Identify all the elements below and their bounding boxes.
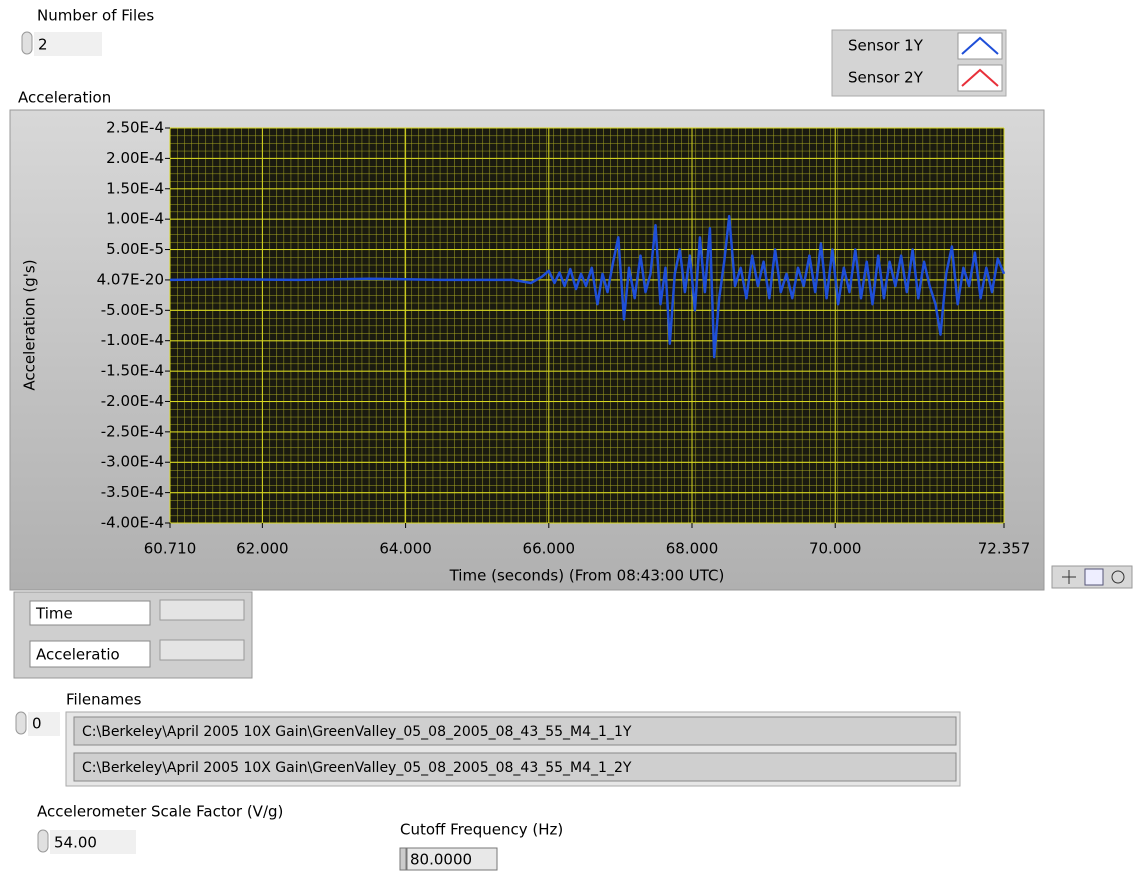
index-spinner[interactable] xyxy=(15,711,27,735)
y-tick-label: -1.00E-4 xyxy=(101,331,164,349)
path-field[interactable] xyxy=(73,752,957,782)
label: Number of Files xyxy=(37,7,154,25)
y-tick-label: -3.50E-4 xyxy=(101,483,164,501)
path-text: C:\Berkeley\April 2005 10X Gain\GreenVal… xyxy=(82,724,632,740)
y-tick-label: -4.00E-4 xyxy=(101,514,164,532)
y-tick-label: 5.00E-5 xyxy=(106,240,164,258)
y-tick-label: -2.50E-4 xyxy=(101,422,164,440)
x-tick-label: 70.000 xyxy=(809,540,862,558)
spinner[interactable] xyxy=(399,847,407,871)
legend-swatch xyxy=(961,68,999,87)
y-tick-label: 2.50E-4 xyxy=(106,119,164,137)
value: 54.00 xyxy=(54,834,97,852)
x-axis-title: Time (seconds) (From 08:43:00 UTC) xyxy=(449,567,725,585)
x-tick-label: 64.000 xyxy=(379,540,432,558)
numeric-input[interactable] xyxy=(406,847,498,871)
plot xyxy=(169,214,1006,359)
value: 2 xyxy=(38,36,48,54)
numeric-input[interactable] xyxy=(50,830,136,854)
zoom-tool[interactable] xyxy=(1084,568,1104,586)
y-tick-label: -3.00E-4 xyxy=(101,453,164,471)
x-tick-label: 60.710 xyxy=(144,540,197,558)
y-tick-label: 2.00E-4 xyxy=(106,149,164,167)
scale-buttons[interactable] xyxy=(159,599,245,621)
pan-tool[interactable] xyxy=(1111,570,1125,584)
spinner[interactable] xyxy=(21,31,33,55)
y-tick-label: 1.50E-4 xyxy=(106,179,164,197)
numeric-input[interactable] xyxy=(34,32,102,56)
index: 0 xyxy=(32,715,42,733)
plot-area xyxy=(170,128,1004,523)
chart-title: Acceleration xyxy=(18,89,111,107)
legend-label: Sensor 1Y xyxy=(848,37,924,55)
spinner[interactable] xyxy=(37,829,49,853)
x-tick-label: 62.000 xyxy=(236,540,289,558)
y-tick-label: -2.00E-4 xyxy=(101,392,164,410)
scale-name-box xyxy=(29,600,151,626)
legend-swatch xyxy=(961,36,999,55)
index-display[interactable] xyxy=(28,712,60,736)
y-tick-label: 1.00E-4 xyxy=(106,210,164,228)
x-tick-label: 68.000 xyxy=(666,540,719,558)
scale-name-box xyxy=(29,640,151,668)
path-text: C:\Berkeley\April 2005 10X Gain\GreenVal… xyxy=(82,760,632,776)
scale-buttons[interactable] xyxy=(159,639,245,661)
y-tick-label: -5.00E-5 xyxy=(101,301,164,319)
path-field[interactable] xyxy=(73,716,957,746)
grid xyxy=(169,127,1005,524)
data-line xyxy=(169,214,1006,359)
y-tick-label: 4.07E-20 xyxy=(97,270,164,288)
value: 80.0000 xyxy=(410,851,472,869)
x-tick-label: 66.000 xyxy=(523,540,576,558)
scale-name: Acceleratio xyxy=(36,646,120,664)
label: Cutoff Frequency (Hz) xyxy=(400,821,563,839)
scale-name: Time xyxy=(35,605,73,623)
legend-label: Sensor 2Y xyxy=(848,69,924,87)
y-tick-label: -1.50E-4 xyxy=(101,362,164,380)
label: Filenames xyxy=(66,691,142,709)
label: Accelerometer Scale Factor (V/g) xyxy=(37,803,283,821)
x-tick-label: 72.357 xyxy=(978,540,1031,558)
cursor-tool xyxy=(1062,570,1076,584)
y-axis-title: Acceleration (g's) xyxy=(21,259,39,390)
